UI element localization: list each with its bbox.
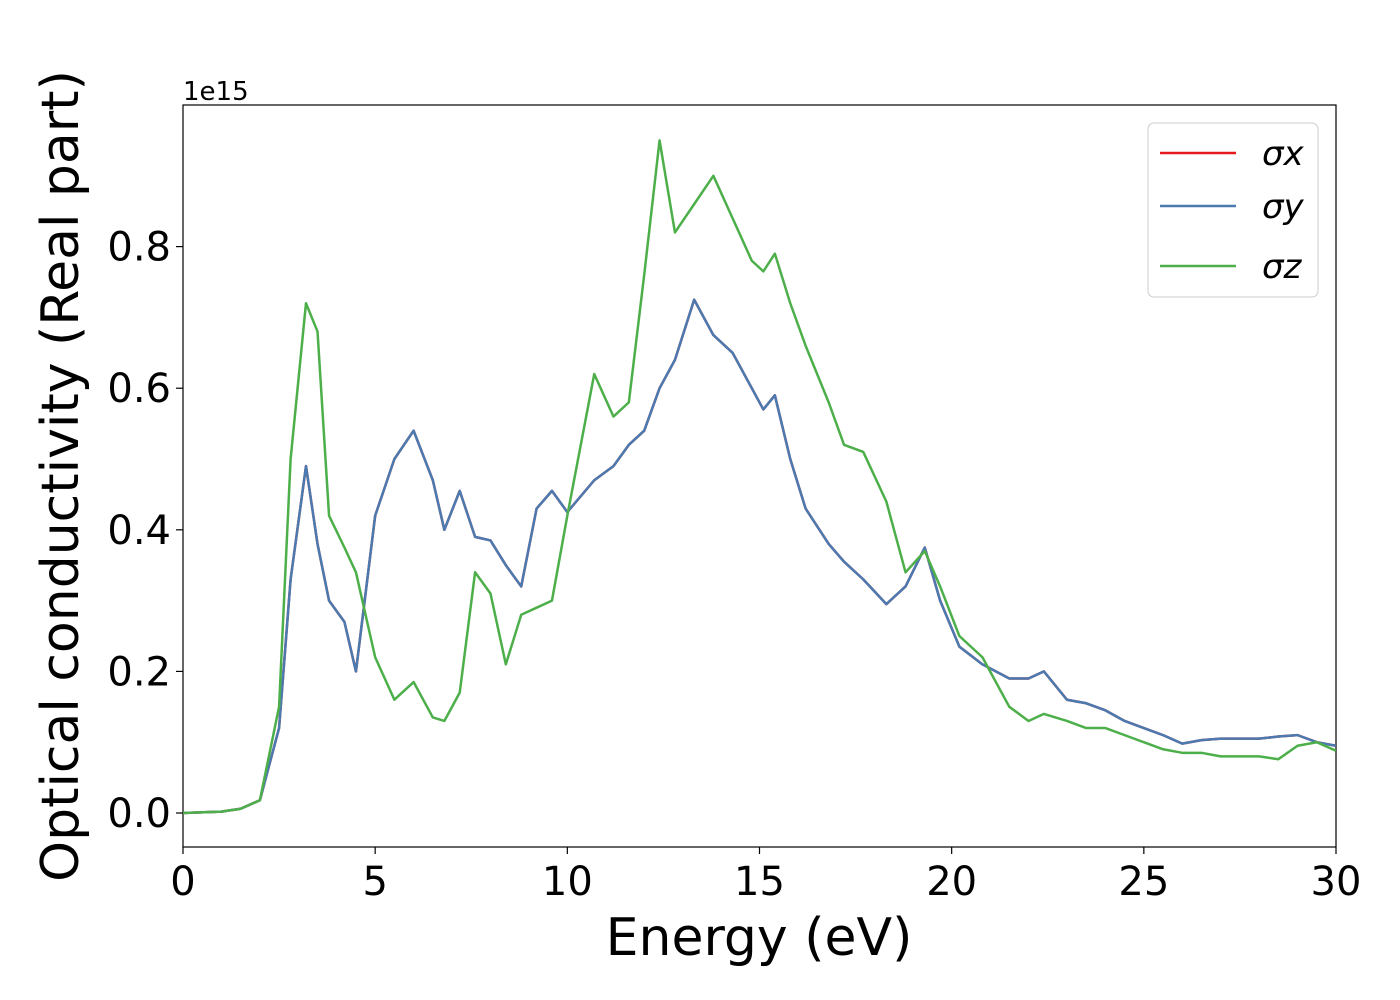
x-tick-label: 10: [542, 859, 593, 905]
series-line: [183, 139, 1336, 815]
legend-label: σx: [1262, 134, 1305, 174]
legend-box: [1147, 122, 1319, 298]
offset-text: 1e15: [183, 77, 249, 107]
x-tick-label: 5: [362, 859, 387, 905]
y-tick-label: 0.2: [107, 649, 171, 695]
y-tick-label: 0.4: [107, 508, 171, 554]
y-axis-label: Optical conductivity (Real part): [31, 70, 91, 882]
y-tick-label: 0.0: [107, 791, 171, 837]
y-tick-label: 0.8: [107, 225, 171, 271]
x-tick-label: 20: [926, 859, 977, 905]
legend-label: σz: [1262, 247, 1303, 287]
y-tick-label: 0.6: [107, 366, 171, 412]
x-tick-label: 15: [734, 859, 785, 905]
x-tick-label: 0: [170, 859, 195, 905]
x-tick-label: 25: [1118, 859, 1169, 905]
series-line: [183, 298, 1336, 815]
x-tick-label: 30: [1311, 859, 1362, 905]
x-axis-label: Energy (eV): [606, 908, 913, 968]
legend-label: σy: [1262, 187, 1305, 227]
